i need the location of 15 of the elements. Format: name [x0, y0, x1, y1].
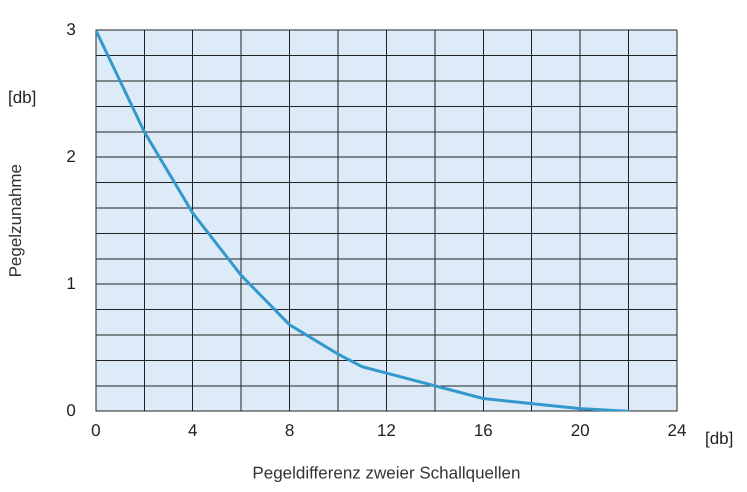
text: [db] — [705, 428, 734, 448]
x-tick-label: 12 — [376, 421, 396, 440]
y-tick-label: 2 — [66, 146, 76, 166]
x-tick-label: 4 — [188, 421, 198, 440]
x-tick-label: 24 — [668, 421, 686, 440]
y-tick-label: 3 — [66, 20, 76, 39]
y-tick-label: 1 — [66, 274, 76, 293]
y-tick-label: 0 — [66, 400, 76, 420]
x-axis-title: Pegeldifferenz zweier Schallquellen — [252, 463, 520, 482]
y-axis-title: Pegelzunahme — [6, 164, 25, 278]
x-tick-label: 16 — [474, 421, 493, 440]
x-tick-label: 20 — [570, 421, 590, 440]
x-tick-label: 0 — [91, 421, 101, 440]
x-tick-label: 8 — [284, 421, 294, 440]
text: [db] — [8, 88, 36, 107]
